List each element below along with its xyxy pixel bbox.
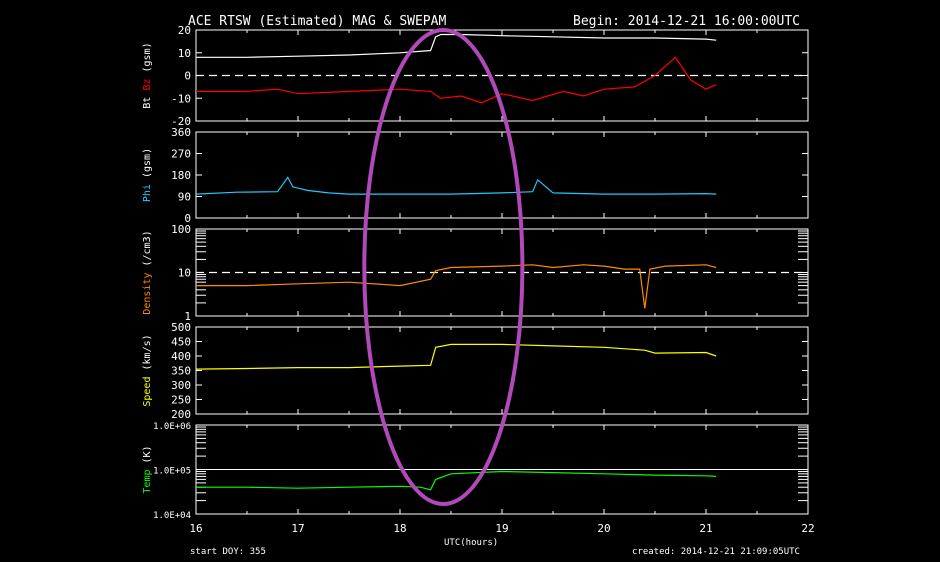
y-tick-label-speed: 300 bbox=[171, 379, 191, 392]
x-tick-label: 21 bbox=[699, 522, 712, 535]
x-tick-label: 18 bbox=[393, 522, 406, 535]
panel-phi: 360 270 180 90 0 Phi (gsm) bbox=[142, 126, 809, 225]
panel-density: 100 10 1 Density (/cm3) bbox=[142, 223, 809, 323]
x-tick-label: 19 bbox=[495, 522, 508, 535]
y-axis-label-mag: Bt Bz (gsm) bbox=[142, 42, 153, 108]
series-line-bz bbox=[196, 56, 717, 104]
y-tick-label-phi: 180 bbox=[171, 169, 191, 182]
series-line-temp bbox=[196, 470, 717, 491]
y-tick-label-speed: 400 bbox=[171, 350, 191, 363]
y-axis-label-part: (km/s) bbox=[142, 334, 153, 376]
y-axis-label-phi: Phi (gsm) bbox=[142, 148, 153, 202]
y-axis-label-part: (gsm) bbox=[142, 42, 153, 78]
y-tick-label-density: 10 bbox=[178, 267, 191, 280]
begin-time: Begin: 2014-12-21 16:00:00UTC bbox=[573, 14, 800, 29]
y-tick-label-density: 1 bbox=[184, 310, 191, 323]
y-tick-label-temp: 1.0E+04 bbox=[153, 511, 191, 521]
y-tick-label-speed: 450 bbox=[171, 336, 191, 349]
y-tick-label-speed: 500 bbox=[171, 321, 191, 334]
start-doy: start DOY: 355 bbox=[190, 547, 266, 557]
y-tick-label-speed: 200 bbox=[171, 408, 191, 421]
y-axis-label-part: Speed bbox=[142, 377, 153, 407]
x-tick-label: 17 bbox=[291, 522, 304, 535]
y-tick-label-mag: -10 bbox=[171, 92, 191, 105]
highlight-ellipse bbox=[362, 28, 525, 506]
y-axis-label-temp: Temp (K) bbox=[142, 445, 153, 493]
x-tick-label: 22 bbox=[801, 522, 814, 535]
y-tick-label-temp: 1.0E+05 bbox=[153, 467, 191, 477]
y-axis-label-part: (K) bbox=[142, 445, 153, 469]
series-line-density bbox=[196, 264, 717, 309]
y-tick-label-speed: 350 bbox=[171, 365, 191, 378]
series-line-speed bbox=[195, 343, 717, 370]
y-tick-label-phi: 0 bbox=[184, 212, 191, 225]
x-tick-label: 16 bbox=[189, 522, 202, 535]
y-tick-label-phi: 90 bbox=[178, 191, 191, 204]
series-line-phi bbox=[195, 176, 717, 195]
y-axis-label-density: Density (/cm3) bbox=[142, 230, 153, 314]
panel-mag: 20 10 0 -10 -20 Bt Bz (gsm) bbox=[142, 24, 809, 128]
chart-title: ACE RTSW (Estimated) MAG & SWEPAM bbox=[188, 14, 446, 29]
y-tick-label-temp: 1.0E+06 bbox=[153, 422, 191, 432]
y-axis-label-part: (/cm3) bbox=[142, 230, 153, 272]
x-axis: 16 17 18 19 20 21 22 bbox=[189, 522, 814, 535]
y-tick-label-phi: 360 bbox=[171, 126, 191, 139]
y-tick-label-density: 100 bbox=[171, 223, 191, 236]
y-axis-label-speed: Speed (km/s) bbox=[142, 334, 153, 406]
y-tick-label-mag: 10 bbox=[178, 47, 191, 60]
y-axis-label-part: Bt bbox=[142, 97, 153, 109]
y-tick-label-mag: -20 bbox=[171, 115, 191, 128]
y-axis-label-part: Bz bbox=[142, 79, 153, 97]
y-axis-label-part: Temp bbox=[142, 470, 153, 494]
y-tick-label-mag: 0 bbox=[184, 70, 191, 83]
x-tick-label: 20 bbox=[597, 522, 610, 535]
x-axis-label: UTC(hours) bbox=[444, 538, 498, 548]
y-tick-label-mag: 20 bbox=[178, 24, 191, 37]
y-axis-label-part: Phi bbox=[142, 184, 153, 202]
series-line-bt bbox=[196, 33, 717, 58]
created-time: created: 2014-12-21 21:09:05UTC bbox=[632, 547, 800, 557]
y-axis-label-part: (gsm) bbox=[142, 148, 153, 184]
y-tick-label-speed: 250 bbox=[171, 394, 191, 407]
y-axis-label-part: Density bbox=[142, 273, 153, 315]
y-tick-label-phi: 270 bbox=[171, 148, 191, 161]
